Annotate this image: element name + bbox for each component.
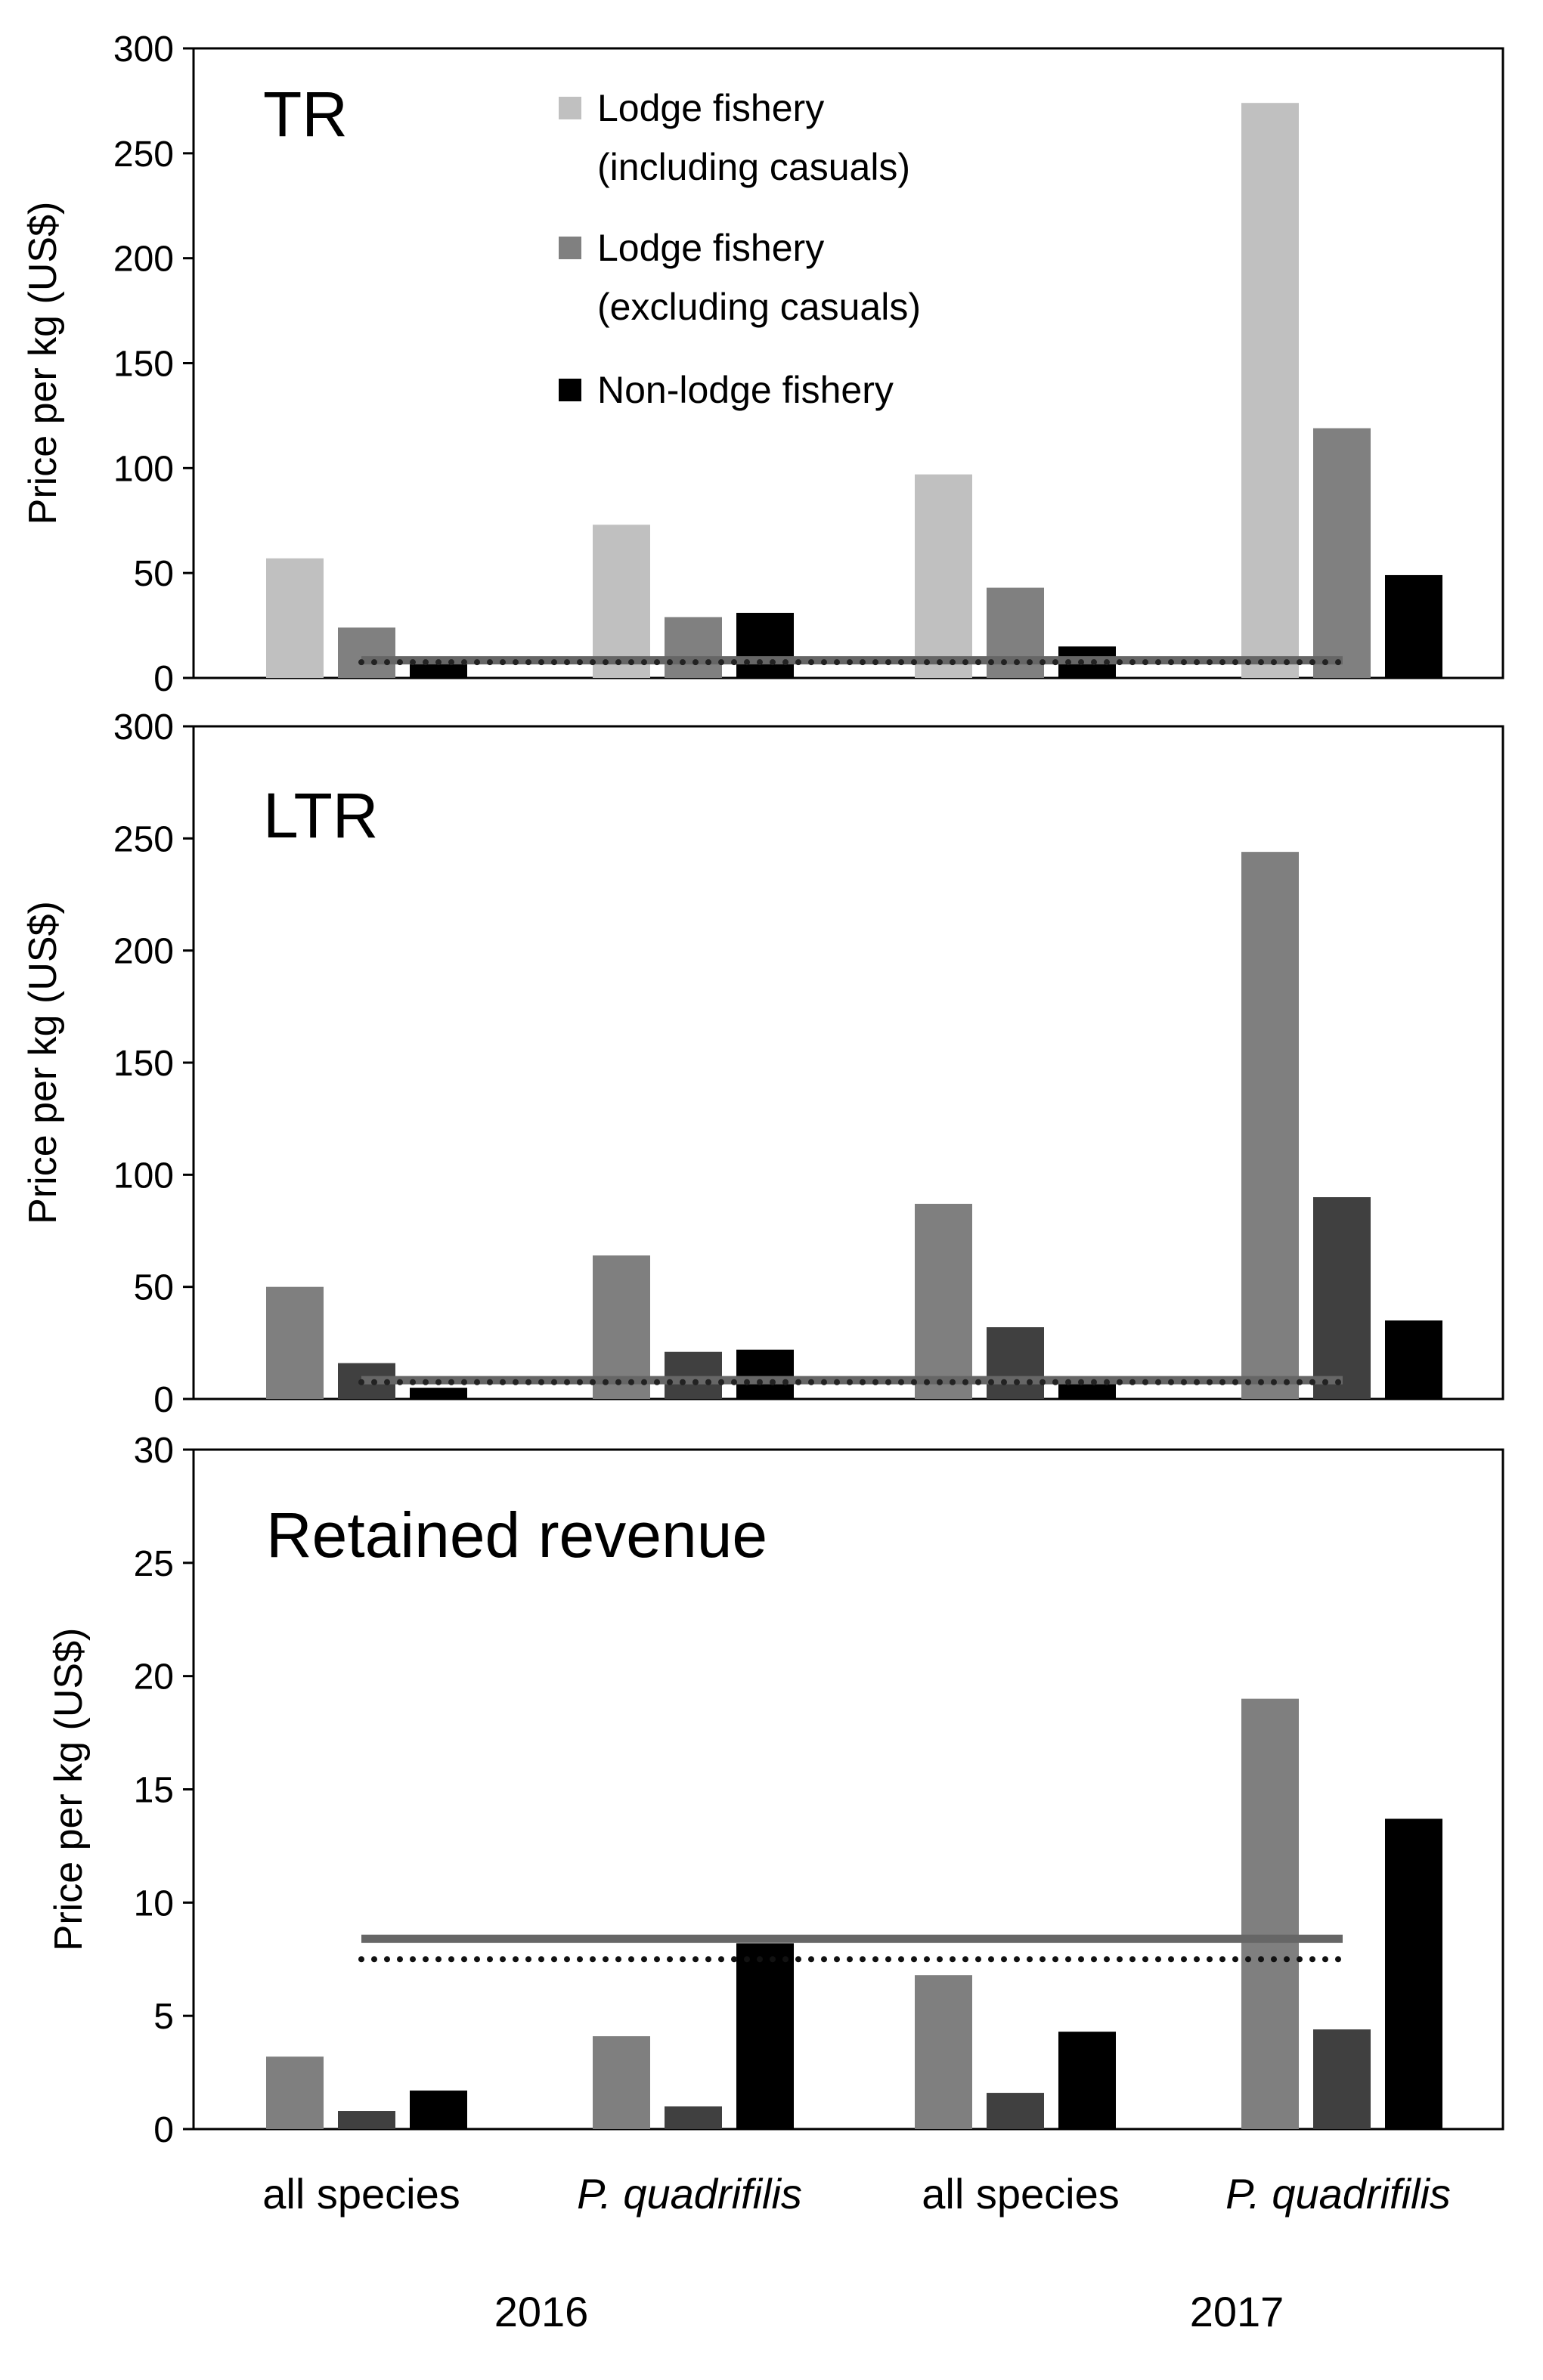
panel-retained-ytick-label: 5 bbox=[153, 1997, 174, 2037]
panel-ltr-bar-s0-c2 bbox=[915, 1203, 972, 1399]
panel-retained-bar-s0-c1 bbox=[593, 2036, 650, 2129]
legend-label-lodge-incl-line2: (including casuals) bbox=[597, 146, 910, 188]
legend-label-lodge-excl-line2: (excluding casuals) bbox=[597, 286, 921, 328]
year-label-2017: 2017 bbox=[1190, 2288, 1284, 2335]
panel-tr-ytick-label: 250 bbox=[113, 135, 174, 175]
panel-retained-bar-s0-c2 bbox=[915, 1975, 972, 2129]
panel-ltr-title: LTR bbox=[263, 780, 378, 851]
panel-ltr-bar-s0-c0 bbox=[266, 1286, 324, 1399]
panel-retained: 0 5 10 15 20 25 30 Price per kg (US$) Retained r… bbox=[47, 1431, 1504, 2150]
panel-tr-bar-s1-c3 bbox=[1313, 428, 1371, 678]
legend: Lodge fishery (including casuals) Lodge … bbox=[559, 87, 921, 411]
panel-ltr-ytick-label: 50 bbox=[134, 1268, 174, 1308]
panel-tr-bar-s0-c2 bbox=[915, 474, 972, 678]
panel-tr-ytick-label: 300 bbox=[113, 29, 174, 70]
panel-ltr-bar-s1-c1 bbox=[665, 1351, 722, 1399]
panel-ltr-ytick-label: 100 bbox=[113, 1156, 174, 1196]
panel-retained-y-axis-title: Price per kg (US$) bbox=[47, 1628, 91, 1951]
panel-tr: 0 50 100 150 200 250 300 Price per kg (US$) TR bbox=[21, 29, 1504, 699]
panel-ltr-frame bbox=[192, 725, 1504, 1400]
panel-retained-ytick-label: 10 bbox=[134, 1883, 174, 1923]
panel-retained-bar-s0-c3 bbox=[1241, 1698, 1299, 2129]
legend-label-non-lodge: Non-lodge fishery bbox=[597, 369, 894, 411]
panel-tr-ytick-label: 0 bbox=[153, 659, 174, 699]
panel-ltr-bar-s0-c1 bbox=[593, 1255, 650, 1399]
panel-retained-bar-s2-c1 bbox=[736, 1943, 794, 2129]
panel-tr-bar-s0-c0 bbox=[266, 558, 324, 678]
panel-tr-bar-s1-c0 bbox=[338, 627, 395, 678]
panel-retained-bar-s2-c0 bbox=[410, 2091, 467, 2129]
panel-retained-ytick-label: 0 bbox=[153, 2110, 174, 2150]
panel-tr-frame bbox=[192, 47, 1504, 679]
panel-ltr-bar-s1-c3 bbox=[1313, 1197, 1371, 1399]
panel-tr-ytick-label: 50 bbox=[134, 554, 174, 594]
panel-retained-ytick-label: 20 bbox=[134, 1657, 174, 1698]
category-label-p-quadrifilis-2016: P. quadrifilis bbox=[577, 2170, 802, 2218]
panel-retained-bar-s1-c1 bbox=[665, 2106, 722, 2129]
panel-retained-bar-s1-c2 bbox=[987, 2093, 1044, 2129]
panel-ltr-ytick-label: 150 bbox=[113, 1044, 174, 1084]
panel-tr-title: TR bbox=[263, 79, 348, 150]
x-axis-labels: all species P. quadrifilis all species P… bbox=[262, 2170, 1451, 2335]
panel-retained-bar-s1-c0 bbox=[338, 2111, 395, 2129]
panel-ltr-bar-s2-c0 bbox=[410, 1388, 467, 1399]
panel-retained-bar-s1-c3 bbox=[1313, 2029, 1371, 2129]
panel-tr-bar-s1-c1 bbox=[665, 617, 722, 678]
panel-retained-bar-s2-c2 bbox=[1058, 2032, 1116, 2129]
panel-retained-bar-s2-c3 bbox=[1385, 1818, 1442, 2129]
legend-label-lodge-excl-line1: Lodge fishery bbox=[597, 227, 824, 269]
panel-ltr-bar-s1-c2 bbox=[987, 1327, 1044, 1399]
panel-retained-ytick-label: 15 bbox=[134, 1771, 174, 1811]
category-label-all-species-2017: all species bbox=[922, 2170, 1119, 2218]
legend-swatch-non-lodge bbox=[559, 379, 581, 401]
panel-ltr-ytick-label: 300 bbox=[113, 707, 174, 747]
panel-retained-ytick-label: 30 bbox=[134, 1431, 174, 1471]
panel-tr-bar-s2-c3 bbox=[1385, 574, 1442, 678]
panel-tr-bar-s0-c3 bbox=[1241, 103, 1299, 678]
panel-tr-ytick-label: 100 bbox=[113, 449, 174, 489]
panel-tr-bar-s2-c1 bbox=[736, 612, 794, 678]
panel-tr-ytick-label: 150 bbox=[113, 345, 174, 385]
panel-ltr-bar-s0-c3 bbox=[1241, 852, 1299, 1399]
panel-ltr-y-axis-title: Price per kg (US$) bbox=[21, 901, 65, 1224]
panel-retained-title: Retained revenue bbox=[266, 1499, 767, 1571]
category-label-all-species-2016: all species bbox=[262, 2170, 460, 2218]
panel-ltr-bar-s2-c1 bbox=[736, 1349, 794, 1399]
panel-tr-bar-s0-c1 bbox=[593, 525, 650, 678]
panel-ltr-ytick-label: 250 bbox=[113, 819, 174, 859]
category-label-p-quadrifilis-2017: P. quadrifilis bbox=[1225, 2170, 1451, 2218]
legend-label-lodge-incl-line1: Lodge fishery bbox=[597, 87, 824, 129]
panel-ltr-ytick-label: 0 bbox=[153, 1380, 174, 1420]
panel-tr-ytick-label: 200 bbox=[113, 240, 174, 280]
year-label-2016: 2016 bbox=[494, 2288, 589, 2335]
panel-ltr-ytick-label: 200 bbox=[113, 932, 174, 972]
panel-tr-y-axis-title: Price per kg (US$) bbox=[21, 202, 65, 525]
panel-ltr: 0 50 100 150 200 250 300 Price per kg (US$) LTR bbox=[21, 707, 1504, 1420]
legend-swatch-lodge-excl bbox=[559, 237, 581, 259]
panel-tr-bar-s2-c0 bbox=[410, 663, 467, 678]
panel-retained-ytick-label: 25 bbox=[134, 1544, 174, 1584]
panel-retained-bar-s0-c0 bbox=[266, 2057, 324, 2129]
panel-ltr-bar-s2-c3 bbox=[1385, 1320, 1442, 1399]
legend-swatch-lodge-incl bbox=[559, 97, 581, 119]
